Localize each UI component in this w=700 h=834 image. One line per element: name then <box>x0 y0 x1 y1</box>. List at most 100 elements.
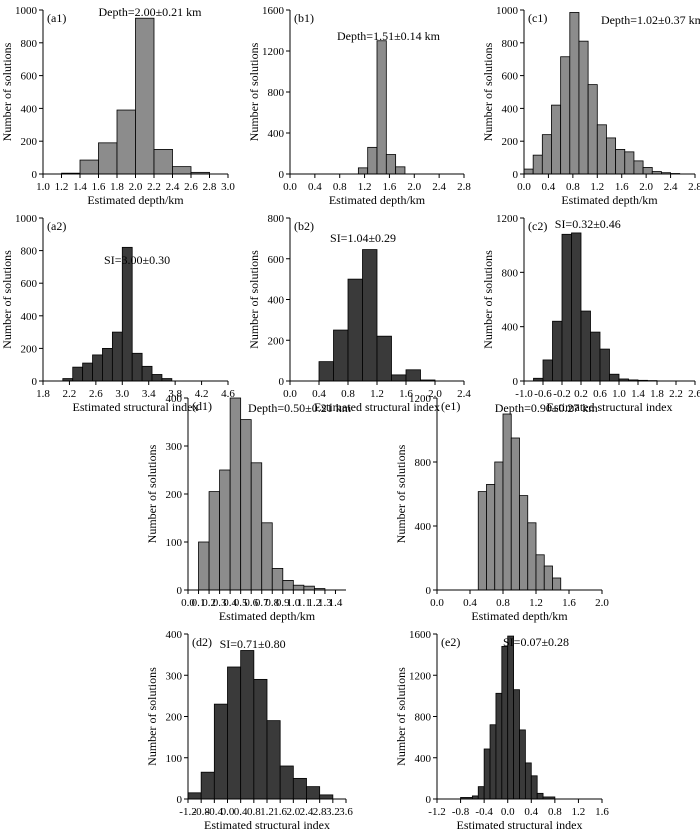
annotation: Depth=0.50±0.21 km <box>248 401 352 415</box>
x-axis-title: Estimated structural index <box>457 818 583 832</box>
bar <box>172 166 192 175</box>
y-tick-label: 400 <box>166 629 183 641</box>
x-tick-label: 1.2 <box>572 806 586 818</box>
x-tick-label: 3.6 <box>339 806 353 818</box>
x-tick-label: 1.2 <box>358 181 372 193</box>
x-tick-label: 2.0 <box>286 806 300 818</box>
bar <box>391 374 407 382</box>
chart-d2: -1.2-0.8-0.40.0 0.4 0.8 1.2 1.6 2.0 2.4 2.8 3.2 3… <box>145 629 353 832</box>
x-tick-label: 1.6 <box>562 597 576 609</box>
bar <box>292 777 307 800</box>
x-tick-label: 0.6 <box>244 597 258 609</box>
panel-label: (c1) <box>528 11 547 25</box>
x-tick-label: 0.5 <box>234 597 248 609</box>
y-tick-label: 1200 <box>409 393 432 405</box>
x-tick-label: 2.4 <box>457 388 471 400</box>
x-tick-label: 0.4 <box>312 388 326 400</box>
x-axis-title: Estimated depth/km <box>561 193 658 207</box>
bar <box>292 584 305 591</box>
bar <box>213 703 228 800</box>
x-tick-label: 0.9 <box>276 597 290 609</box>
bar <box>615 148 626 175</box>
x-tick-label: 1.8 <box>110 181 124 193</box>
bar <box>535 554 545 591</box>
bar <box>571 232 582 382</box>
x-tick-label: 0.8 <box>265 597 279 609</box>
bar <box>303 585 315 591</box>
annotation: Depth=1.02±0.37 km <box>601 13 700 27</box>
x-tick-label: 0.0 <box>501 806 515 818</box>
y-tick-label: 400 <box>415 753 432 765</box>
bar <box>318 361 334 382</box>
x-axis-title: Estimated structural index <box>547 400 673 414</box>
bar <box>229 397 242 591</box>
x-axis-title: Estimated depth/km <box>471 609 568 623</box>
x-tick-label: 0.3 <box>213 597 227 609</box>
x-tick-label: -0.4 <box>206 806 224 818</box>
y-tick-label: 400 <box>415 521 432 533</box>
y-tick-label: 800 <box>268 213 285 225</box>
bar <box>376 335 392 382</box>
x-axis-title: Estimated structural index <box>204 818 330 832</box>
y-axis-title: Number of solutions <box>481 250 495 349</box>
y-tick-label: 0 <box>177 794 183 806</box>
bar <box>208 491 221 591</box>
x-tick-label: 1.6 <box>92 181 106 193</box>
x-tick-label: 1.1 <box>297 597 311 609</box>
y-tick-label: 0 <box>426 585 432 597</box>
bar <box>131 352 143 382</box>
x-tick-label: 0.4 <box>524 806 538 818</box>
x-tick-label: 1.6 <box>615 181 629 193</box>
bar <box>79 159 99 175</box>
bar <box>385 154 397 175</box>
y-axis-title: Number of solutions <box>0 250 14 349</box>
x-tick-label: -0.2 <box>553 388 570 400</box>
x-tick-label: 3.0 <box>115 388 129 400</box>
x-tick-label: -0.8 <box>192 806 210 818</box>
x-tick-label: 3.4 <box>142 388 156 400</box>
x-tick-label: 1.6 <box>383 181 397 193</box>
x-tick-label: 0.0 <box>181 597 195 609</box>
y-tick-label: 400 <box>268 295 285 307</box>
bar <box>362 249 378 382</box>
bar <box>519 495 529 591</box>
x-tick-label: 1.2 <box>55 181 69 193</box>
x-tick-label: 1.4 <box>329 597 343 609</box>
chart-a1: 1.0 1.2 1.4 1.6 1.8 2.0 2.2 2.4 2.6 2.8 3.0 0 200 400… <box>0 5 235 207</box>
chart-e1: 0.0 0.4 0.8 1.2 1.6 2.0 0 400 800 1200 Estimated d… <box>394 393 609 623</box>
x-tick-label: 1.8 <box>36 388 50 400</box>
chart-e2: -1.2 -0.8 -0.4 0.0 0.4 0.8 1.2 1.6 0 400 800 1200 16… <box>394 629 609 832</box>
x-tick-label: 0.2 <box>574 388 588 400</box>
bar <box>590 331 601 382</box>
y-tick-label: 800 <box>268 87 285 99</box>
x-tick-label: 2.0 <box>639 181 653 193</box>
x-tick-label: 4.6 <box>221 388 235 400</box>
bar <box>530 775 538 800</box>
y-tick-label: 800 <box>21 38 38 50</box>
bar <box>151 374 163 382</box>
x-tick-label: 3.0 <box>221 181 235 193</box>
x-tick-label: 2.2 <box>147 181 161 193</box>
y-tick-label: 0 <box>32 169 38 181</box>
y-tick-label: 0 <box>513 169 519 181</box>
y-tick-label: 400 <box>21 311 38 323</box>
x-tick-label: 1.4 <box>631 388 645 400</box>
y-tick-label: 100 <box>166 753 183 765</box>
bar <box>542 359 553 382</box>
bar <box>489 724 497 800</box>
y-tick-label: 400 <box>502 322 519 334</box>
bar <box>494 461 504 591</box>
x-tick-label: -1.2 <box>179 806 196 818</box>
x-tick-label: 2.8 <box>203 181 217 193</box>
bar <box>279 765 294 800</box>
x-tick-label: 0.0 <box>283 388 297 400</box>
x-tick-label: 0.8 <box>496 597 510 609</box>
panel-label: (b1) <box>294 11 314 25</box>
bar <box>543 565 553 591</box>
y-tick-label: 800 <box>21 246 38 258</box>
bar <box>319 794 334 800</box>
x-tick-label: 2.0 <box>428 388 442 400</box>
bar <box>552 320 563 382</box>
y-axis-title: Number of solutions <box>247 42 261 141</box>
